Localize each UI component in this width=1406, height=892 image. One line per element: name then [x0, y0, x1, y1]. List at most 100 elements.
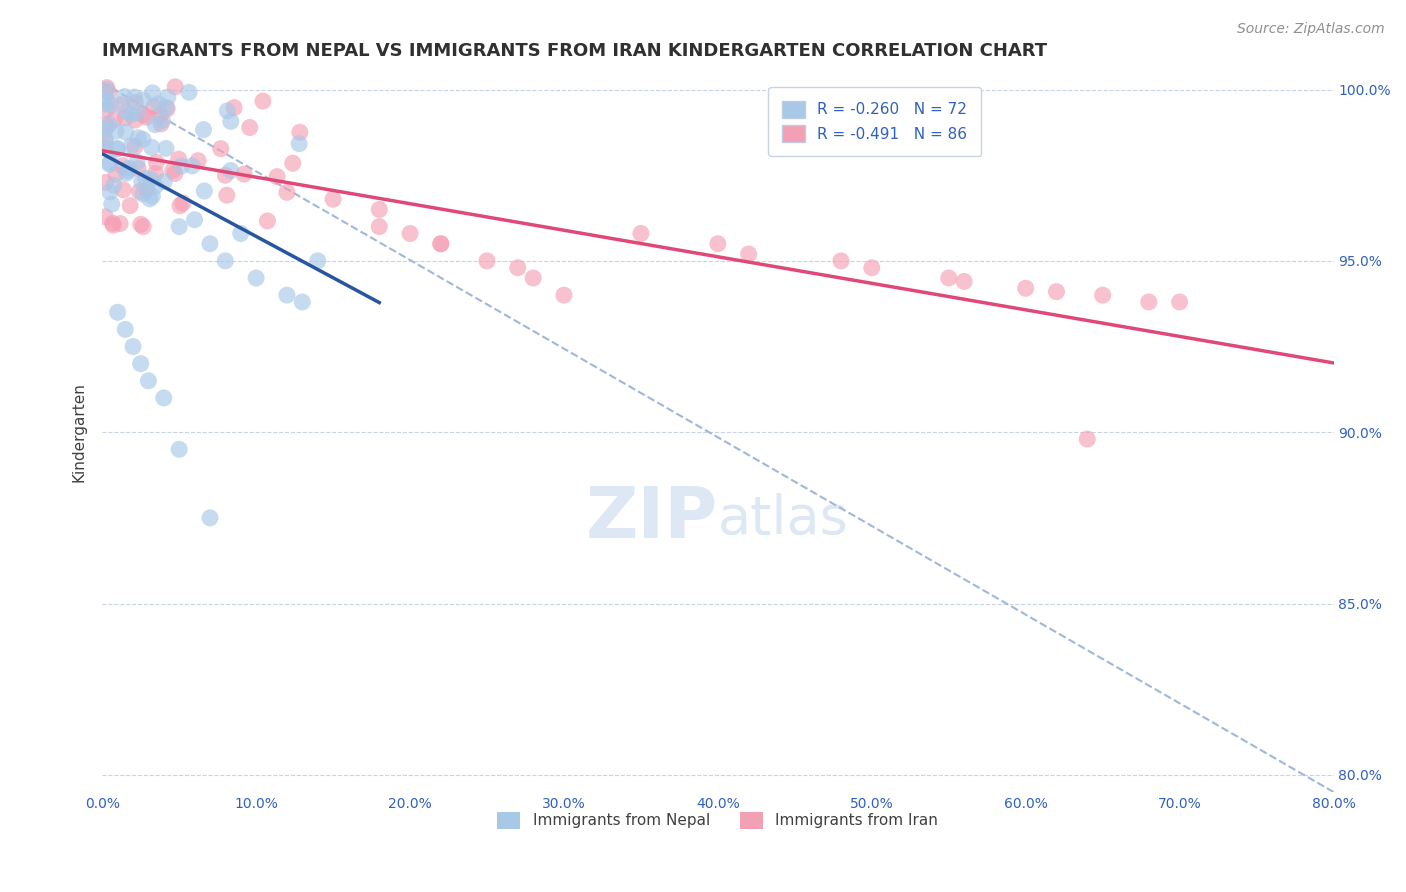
Point: [129, 357, 152, 371]
Point: [193, 184, 215, 198]
Point: [96, 82, 118, 96]
Point: [103, 218, 125, 232]
Point: [170, 159, 193, 173]
Point: [707, 236, 730, 251]
Point: [94, 97, 117, 112]
Point: [149, 108, 172, 122]
Point: [114, 89, 136, 103]
Point: [94, 132, 117, 146]
Point: [276, 288, 298, 302]
Point: [124, 90, 146, 104]
Point: [101, 216, 124, 230]
Point: [288, 125, 311, 139]
Point: [266, 169, 288, 184]
Point: [219, 163, 242, 178]
Point: [193, 122, 215, 136]
Point: [132, 132, 155, 146]
Point: [252, 94, 274, 108]
Point: [165, 79, 187, 94]
Point: [94, 210, 117, 224]
Point: [131, 175, 153, 189]
Point: [215, 188, 238, 202]
Point: [214, 253, 236, 268]
Point: [127, 130, 149, 145]
Point: [233, 167, 256, 181]
Point: [169, 199, 191, 213]
Point: [142, 100, 165, 114]
Point: [139, 172, 162, 186]
Point: [125, 155, 148, 169]
Point: [209, 142, 232, 156]
Point: [1091, 288, 1114, 302]
Point: [120, 139, 142, 153]
Point: [276, 186, 298, 200]
Point: [155, 101, 177, 115]
Text: atlas: atlas: [718, 492, 849, 544]
Point: [288, 136, 311, 151]
Point: [291, 295, 314, 310]
Point: [156, 102, 179, 116]
Point: [368, 219, 391, 234]
Point: [129, 217, 152, 231]
Point: [124, 95, 146, 110]
Point: [103, 178, 125, 193]
Point: [281, 156, 304, 170]
Point: [198, 511, 221, 525]
Text: ZIP: ZIP: [586, 484, 718, 553]
Legend: Immigrants from Nepal, Immigrants from Iran: Immigrants from Nepal, Immigrants from I…: [491, 805, 945, 835]
Point: [112, 183, 135, 197]
Point: [150, 117, 173, 131]
Point: [115, 125, 138, 139]
Point: [132, 219, 155, 234]
Point: [98, 157, 121, 171]
Point: [94, 122, 117, 136]
Point: [141, 140, 163, 154]
Point: [127, 161, 149, 176]
Point: [141, 86, 163, 100]
Point: [124, 140, 146, 154]
Point: [114, 322, 136, 336]
Text: IMMIGRANTS FROM NEPAL VS IMMIGRANTS FROM IRAN KINDERGARTEN CORRELATION CHART: IMMIGRANTS FROM NEPAL VS IMMIGRANTS FROM…: [103, 42, 1047, 60]
Point: [430, 236, 453, 251]
Point: [115, 104, 138, 119]
Point: [1045, 285, 1067, 299]
Point: [117, 164, 139, 178]
Point: [167, 219, 190, 234]
Point: [953, 275, 976, 289]
Point: [94, 176, 117, 190]
Point: [120, 108, 142, 122]
Point: [172, 196, 194, 211]
Point: [145, 166, 167, 180]
Point: [256, 214, 278, 228]
Point: [118, 161, 141, 175]
Point: [224, 101, 246, 115]
Y-axis label: Kindergarten: Kindergarten: [72, 383, 86, 483]
Point: [167, 442, 190, 457]
Point: [107, 305, 129, 319]
Point: [98, 185, 121, 199]
Point: [860, 260, 883, 275]
Point: [145, 179, 167, 194]
Point: [1168, 295, 1191, 310]
Point: [108, 217, 131, 231]
Point: [155, 141, 177, 155]
Point: [630, 227, 652, 241]
Point: [115, 166, 138, 180]
Text: Source: ZipAtlas.com: Source: ZipAtlas.com: [1237, 22, 1385, 37]
Point: [183, 212, 205, 227]
Point: [156, 90, 179, 104]
Point: [219, 114, 242, 128]
Point: [104, 124, 127, 138]
Point: [98, 118, 121, 132]
Point: [737, 247, 759, 261]
Point: [135, 110, 157, 124]
Point: [153, 175, 176, 189]
Point: [214, 168, 236, 182]
Point: [181, 159, 204, 173]
Point: [97, 86, 120, 100]
Point: [135, 183, 157, 197]
Point: [307, 253, 329, 268]
Point: [475, 253, 498, 268]
Point: [105, 142, 128, 156]
Point: [138, 374, 160, 388]
